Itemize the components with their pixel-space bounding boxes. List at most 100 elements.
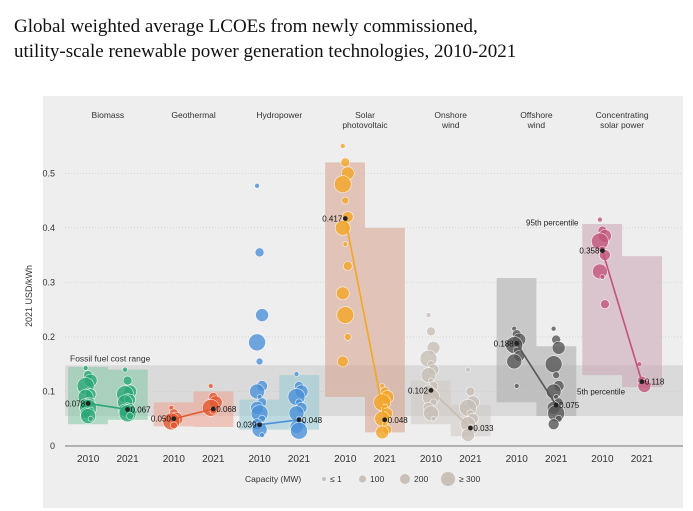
weighted-average-point bbox=[210, 406, 216, 412]
data-point bbox=[547, 418, 560, 430]
legend-size-label: 200 bbox=[414, 474, 428, 484]
technology-name-label: wind bbox=[527, 120, 546, 130]
data-point bbox=[122, 366, 128, 373]
weighted-average-point bbox=[85, 401, 91, 406]
data-point bbox=[426, 326, 436, 337]
y-tick-label: 0 bbox=[50, 441, 55, 451]
data-point bbox=[339, 143, 346, 149]
data-point bbox=[597, 216, 603, 223]
data-point bbox=[465, 386, 476, 397]
data-point bbox=[544, 355, 563, 373]
fossil-fuel-range-label: Fossil fuel cost range bbox=[70, 353, 151, 363]
value-label-2010: 0.188 bbox=[494, 339, 515, 348]
x-tick-label: 2021 bbox=[116, 454, 139, 465]
data-point bbox=[425, 312, 432, 318]
value-label-2010: 0.417 bbox=[322, 215, 343, 224]
y-tick-label: 0.1 bbox=[42, 386, 55, 396]
value-label-2021: 0.118 bbox=[645, 378, 665, 387]
value-label-2010: 0.358 bbox=[579, 247, 600, 256]
data-point bbox=[430, 415, 437, 422]
y-tick-label: 0.5 bbox=[42, 168, 55, 178]
weighted-average-line bbox=[430, 389, 471, 429]
legend-size-marker bbox=[322, 477, 326, 481]
value-label-2021: 0.075 bbox=[559, 401, 580, 410]
data-point bbox=[126, 412, 134, 420]
technology-name-label: Concentrating bbox=[596, 110, 649, 120]
legend-title: Capacity (MW) bbox=[245, 474, 301, 484]
technology-name-label: solar power bbox=[600, 120, 644, 130]
percentile-band bbox=[622, 256, 662, 388]
data-point bbox=[207, 383, 214, 389]
data-point bbox=[248, 333, 266, 352]
weighted-average-point bbox=[257, 422, 262, 428]
weighted-average-line bbox=[516, 343, 557, 406]
value-label-2021: 0.033 bbox=[473, 424, 494, 433]
data-point bbox=[552, 371, 560, 379]
x-tick-label: 2010 bbox=[248, 454, 271, 465]
data-point bbox=[599, 274, 606, 280]
x-tick-label: 2010 bbox=[591, 454, 614, 465]
legend-size-label: ≥ 300 bbox=[459, 474, 480, 484]
data-point bbox=[375, 425, 390, 440]
data-point bbox=[122, 375, 133, 386]
legend-size-marker bbox=[441, 472, 455, 486]
technology-name-label: photovoltaic bbox=[342, 120, 388, 130]
data-point bbox=[340, 157, 351, 168]
percentile-5-label: 5th percentile bbox=[577, 387, 626, 396]
weighted-average-line bbox=[88, 402, 128, 411]
technology-name-label: Offshore bbox=[520, 110, 553, 120]
percentile-95-label: 95th percentile bbox=[526, 218, 579, 227]
data-point bbox=[293, 371, 300, 377]
data-point bbox=[254, 247, 265, 258]
value-label-2010: 0.078 bbox=[65, 399, 86, 408]
weighted-average-line bbox=[344, 218, 386, 420]
data-point bbox=[465, 366, 471, 373]
data-point bbox=[343, 333, 352, 341]
weighted-average-point bbox=[468, 425, 473, 431]
technology-name-label: Hydropower bbox=[256, 110, 302, 120]
data-point bbox=[170, 421, 178, 430]
data-point bbox=[461, 428, 475, 442]
data-point bbox=[550, 325, 557, 332]
data-point bbox=[255, 357, 264, 366]
weighted-average-point bbox=[382, 417, 388, 423]
data-point bbox=[336, 306, 355, 324]
chart-title: Global weighted average LCOEs from newly… bbox=[14, 14, 684, 64]
legend-size-label: 100 bbox=[370, 474, 384, 484]
data-point bbox=[513, 383, 520, 389]
data-point bbox=[551, 341, 566, 355]
value-label-2021: 0.068 bbox=[216, 405, 237, 414]
data-point bbox=[335, 286, 350, 301]
technology-name-label: Solar bbox=[355, 110, 375, 120]
x-tick-label: 2010 bbox=[506, 454, 529, 465]
y-tick-label: 0.4 bbox=[42, 223, 55, 233]
data-point bbox=[290, 421, 308, 440]
x-tick-label: 2010 bbox=[334, 454, 357, 465]
data-point bbox=[254, 183, 260, 189]
value-label-2021: 0.067 bbox=[131, 405, 152, 414]
x-tick-label: 2021 bbox=[374, 454, 397, 465]
y-tick-label: 0.3 bbox=[42, 277, 55, 287]
data-point bbox=[341, 196, 350, 205]
technology-name-label: wind bbox=[441, 120, 460, 130]
data-point bbox=[82, 365, 89, 371]
technology-name-label: Onshore bbox=[434, 110, 467, 120]
data-point bbox=[336, 355, 349, 368]
value-label-2010: 0.102 bbox=[408, 386, 429, 395]
data-point bbox=[342, 261, 353, 271]
data-point bbox=[342, 241, 349, 247]
legend-size-marker bbox=[359, 475, 366, 483]
weighted-average-point bbox=[514, 341, 520, 346]
x-tick-label: 2021 bbox=[545, 454, 568, 465]
weighted-average-point bbox=[296, 417, 302, 423]
data-point bbox=[80, 408, 96, 424]
x-tick-label: 2010 bbox=[420, 454, 443, 465]
x-tick-label: 2021 bbox=[459, 454, 482, 465]
weighted-average-line bbox=[259, 419, 300, 426]
weighted-average-point bbox=[600, 248, 605, 254]
y-axis-label: 2021 USD/kWh bbox=[24, 265, 34, 327]
value-label-2010: 0.039 bbox=[237, 421, 258, 430]
weighted-average-point bbox=[553, 402, 559, 408]
data-point bbox=[255, 308, 269, 322]
